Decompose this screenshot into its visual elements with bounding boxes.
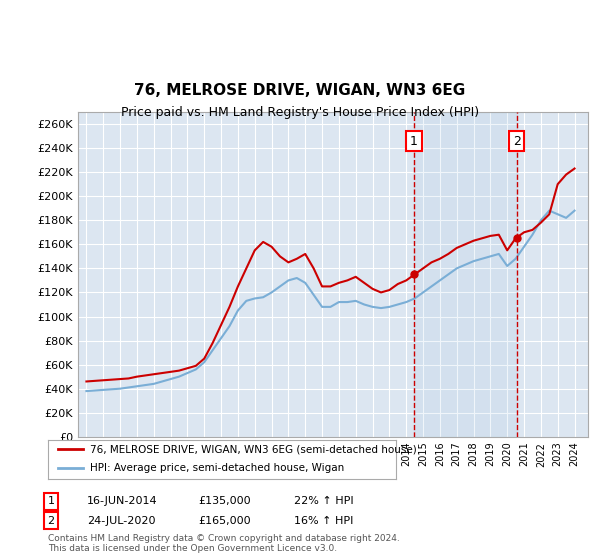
- Text: Price paid vs. HM Land Registry's House Price Index (HPI): Price paid vs. HM Land Registry's House …: [121, 106, 479, 119]
- Text: Contains HM Land Registry data © Crown copyright and database right 2024.
This d: Contains HM Land Registry data © Crown c…: [48, 534, 400, 553]
- Text: HPI: Average price, semi-detached house, Wigan: HPI: Average price, semi-detached house,…: [90, 463, 344, 473]
- Text: 2: 2: [512, 135, 521, 148]
- Text: 16-JUN-2014: 16-JUN-2014: [87, 496, 158, 506]
- Text: 2: 2: [47, 516, 55, 526]
- Text: £165,000: £165,000: [198, 516, 251, 526]
- Text: 1: 1: [410, 135, 418, 148]
- Text: 76, MELROSE DRIVE, WIGAN, WN3 6EG: 76, MELROSE DRIVE, WIGAN, WN3 6EG: [134, 83, 466, 98]
- Text: 24-JUL-2020: 24-JUL-2020: [87, 516, 155, 526]
- Text: 22% ↑ HPI: 22% ↑ HPI: [294, 496, 353, 506]
- Text: 76, MELROSE DRIVE, WIGAN, WN3 6EG (semi-detached house): 76, MELROSE DRIVE, WIGAN, WN3 6EG (semi-…: [90, 445, 416, 454]
- Text: £135,000: £135,000: [198, 496, 251, 506]
- Text: 16% ↑ HPI: 16% ↑ HPI: [294, 516, 353, 526]
- Bar: [414, 112, 517, 437]
- Text: 1: 1: [47, 496, 55, 506]
